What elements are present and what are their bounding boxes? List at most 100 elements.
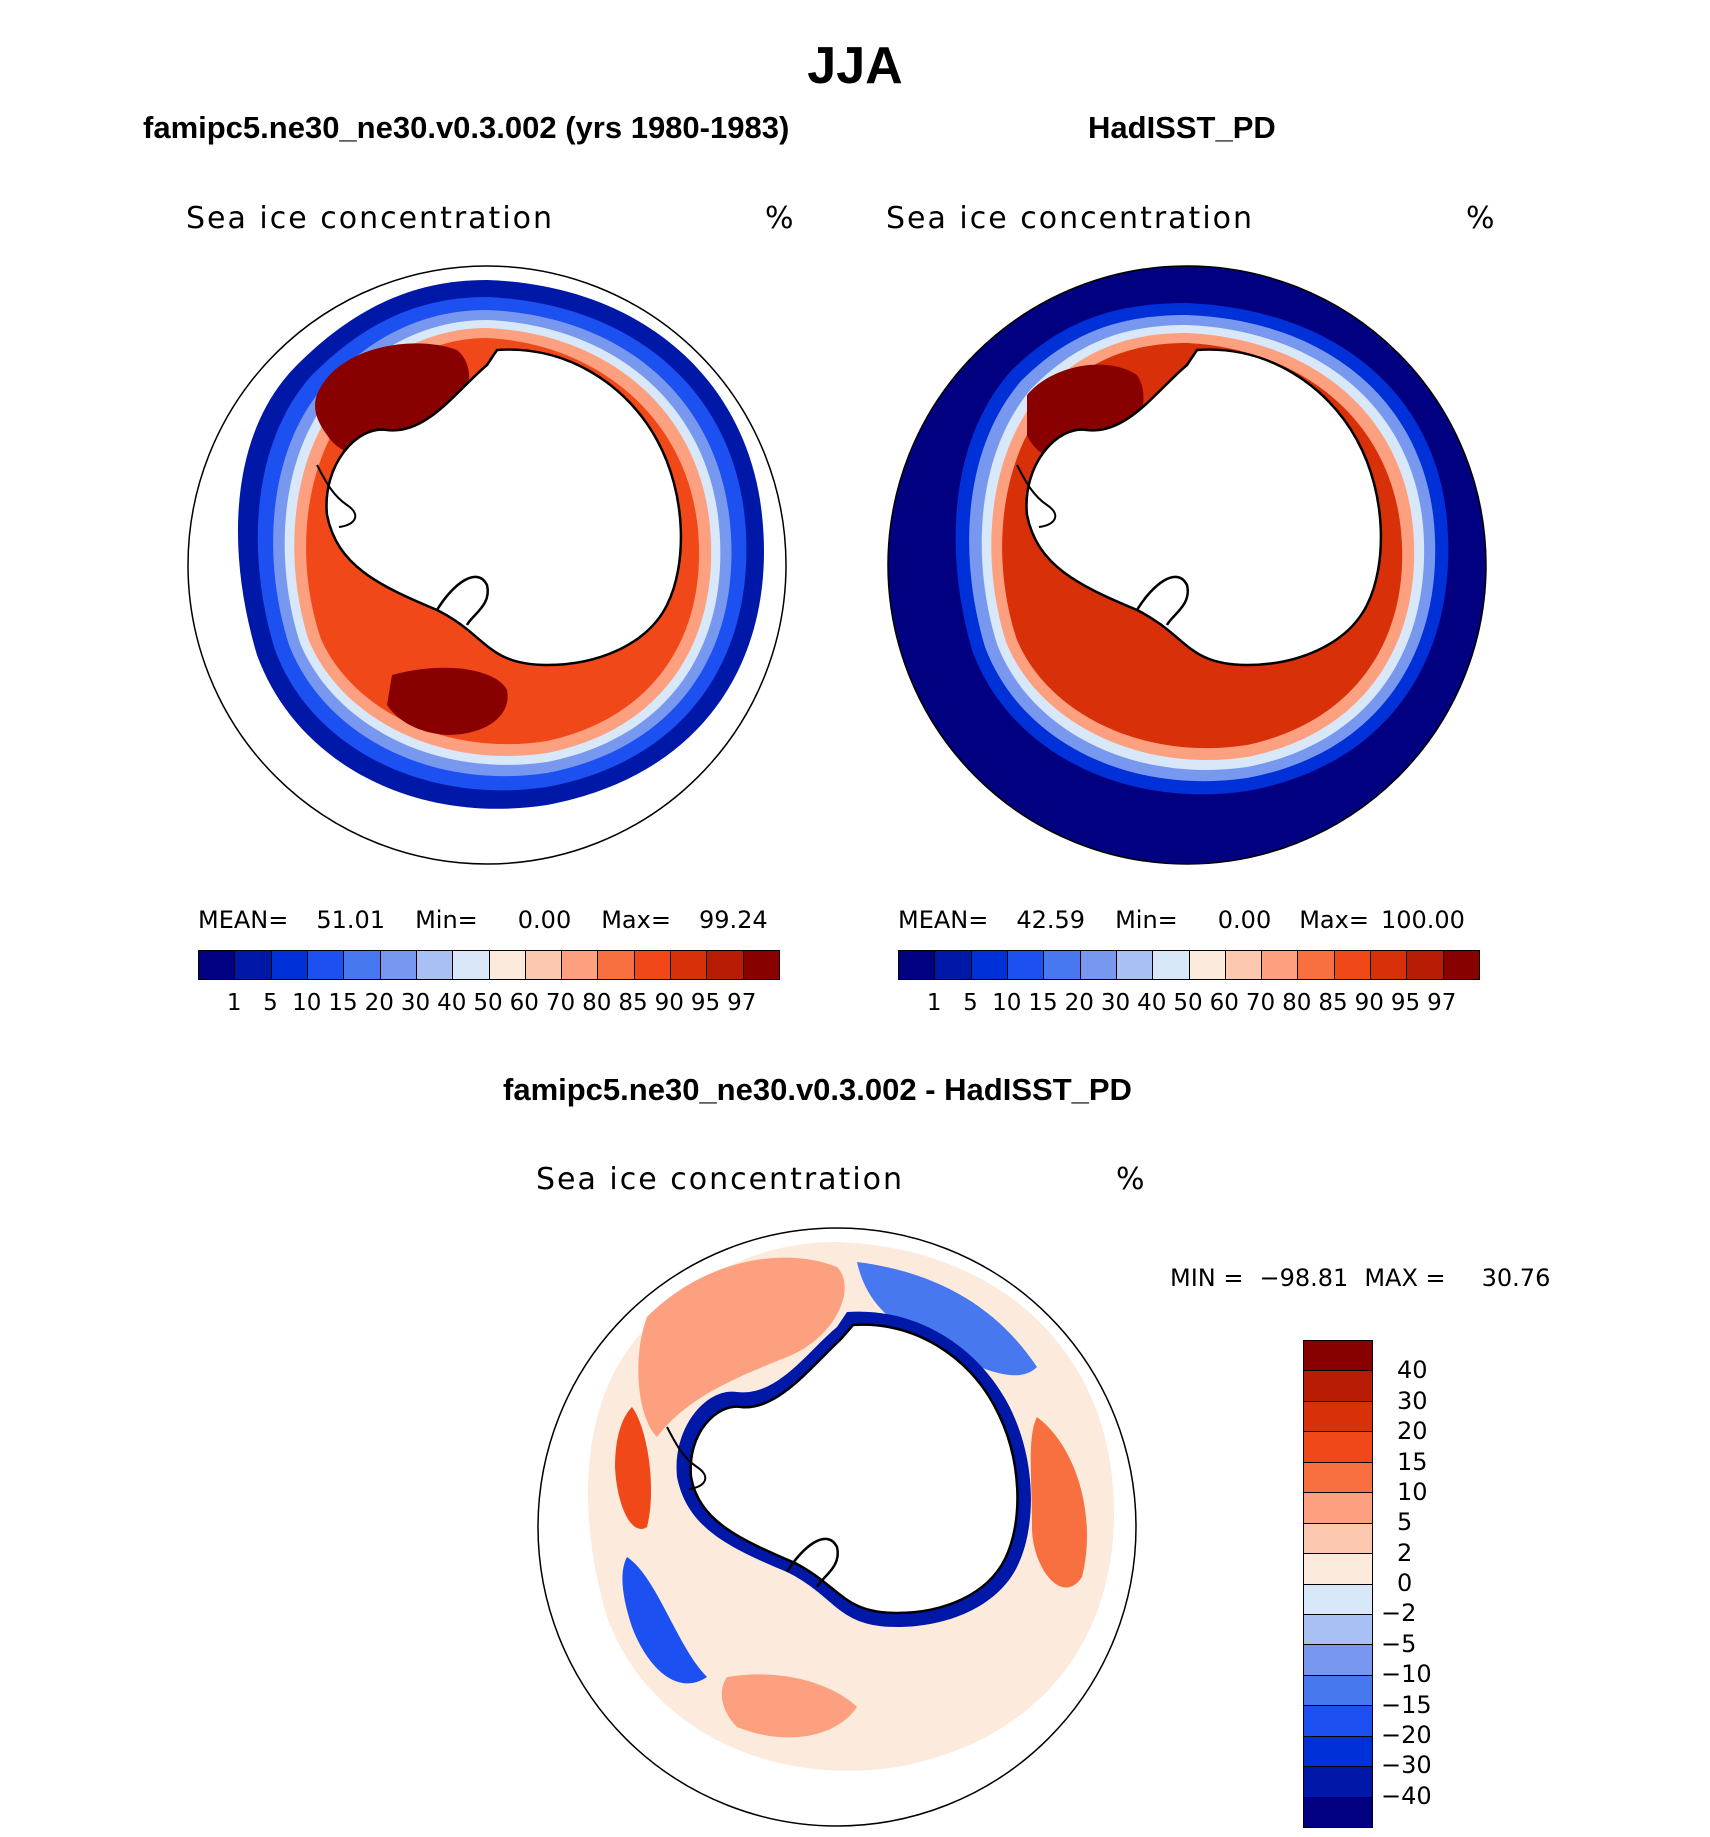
top-right-colorbar-color-box — [935, 951, 972, 979]
top-right-colorbar-tick-label: 70 — [1245, 990, 1276, 1016]
top-left-colorbar-color-box — [307, 951, 345, 979]
difference-colorbar-tick-label: −40 — [1381, 1781, 1432, 1810]
top-right-colorbar-tick-label: 90 — [1354, 990, 1384, 1016]
difference-colorbar-color-box — [1304, 1797, 1372, 1827]
top-left-colorbar-color-box — [453, 951, 490, 979]
top-left-colorbar — [198, 950, 780, 980]
difference-colorbar-tick-label: −2 — [1381, 1599, 1417, 1628]
top-left-variable-label: Sea ice concentration — [186, 201, 555, 236]
top-right-colorbar-tick-label: 15 — [1028, 990, 1058, 1016]
mean-value: 42.59 — [1016, 906, 1086, 934]
difference-colorbar-color-box — [1304, 1341, 1372, 1372]
top-left-colorbar-color-box — [743, 951, 779, 979]
top-right-units-label: % — [1466, 201, 1497, 236]
difference-colorbar-tick-label: 5 — [1397, 1508, 1413, 1537]
difference-colorbar-color-box — [1304, 1645, 1372, 1676]
top-right-colorbar-tick-label: 60 — [1209, 990, 1239, 1016]
top-right-colorbar-tick-label: 10 — [992, 990, 1022, 1016]
top-left-colorbar-color-box — [562, 951, 599, 979]
top-right-colorbar-color-box — [1153, 951, 1190, 979]
bottom-units-label: % — [1116, 1162, 1147, 1197]
max-value: 99.24 — [698, 906, 768, 934]
top-right-colorbar-color-box — [1407, 951, 1444, 979]
difference-colorbar-color-box — [1304, 1584, 1372, 1615]
top-left-colorbar-color-box — [344, 951, 381, 979]
difference-colorbar-tick-label: 2 — [1397, 1538, 1413, 1567]
top-left-colorbar-tick-label: 97 — [727, 990, 757, 1016]
difference-colorbar-color-box — [1304, 1554, 1372, 1585]
bottom-variable-label: Sea ice concentration — [536, 1162, 905, 1197]
max-label: Max= — [1299, 906, 1369, 934]
top-left-colorbar-color-box — [671, 951, 708, 979]
top-right-colorbar-color-box — [1080, 951, 1117, 979]
top-right-colorbar-tick-label: 80 — [1282, 990, 1312, 1016]
difference-colorbar-color-box — [1304, 1493, 1372, 1524]
min-label: MIN = — [1170, 1264, 1244, 1292]
top-right-colorbar-color-box — [1334, 951, 1372, 979]
difference-colorbar-color-box — [1304, 1767, 1372, 1798]
top-right-colorbar-color-box — [1044, 951, 1081, 979]
min-value: 0.00 — [517, 906, 572, 934]
difference-colorbar-color-box — [1304, 1523, 1372, 1555]
difference-colorbar-color-box — [1304, 1401, 1372, 1433]
mean-value: 51.01 — [316, 906, 386, 934]
difference-colorbar-tick-label: 40 — [1397, 1356, 1428, 1385]
min-label: Min= — [1115, 906, 1178, 934]
difference-colorbar-color-box — [1304, 1462, 1372, 1494]
top-left-colorbar-tick-label: 30 — [400, 990, 431, 1016]
top-left-colorbar-color-box — [598, 951, 635, 979]
bottom-panel-title: famipc5.ne30_ne30.v0.3.002 - HadISST_PD — [503, 1072, 1132, 1107]
difference-colorbar-color-box — [1304, 1675, 1372, 1707]
top-left-colorbar-tick-label: 90 — [654, 990, 684, 1016]
top-right-polar-map — [887, 265, 1487, 865]
difference-colorbar-tick-label: 0 — [1397, 1569, 1413, 1597]
max-label: Max= — [601, 906, 671, 934]
top-left-colorbar-tick-label: 95 — [690, 990, 721, 1016]
difference-colorbar-tick-label: −20 — [1381, 1720, 1432, 1749]
mean-label: MEAN= — [898, 906, 989, 934]
top-left-colorbar-tick-label: 20 — [364, 990, 394, 1016]
difference-colorbar-color-box — [1304, 1432, 1372, 1463]
top-right-colorbar-color-box — [1007, 951, 1045, 979]
top-right-colorbar-color-box — [971, 951, 1008, 979]
difference-colorbar-color-box — [1304, 1371, 1372, 1402]
top-right-colorbar-tick-label: 1 — [926, 990, 942, 1016]
top-right-panel-title: HadISST_PD — [1088, 110, 1276, 145]
min-value: −98.81 — [1259, 1264, 1349, 1292]
top-left-colorbar-ticks: 1 5 10 15 20 30 40 50 60 70 80 85 90 95 97 — [198, 990, 778, 1020]
difference-polar-map — [537, 1227, 1137, 1827]
top-left-colorbar-color-box — [380, 951, 417, 979]
top-left-colorbar-tick-label: 40 — [437, 990, 467, 1016]
top-right-colorbar-ticks: 1 5 10 15 20 30 40 50 60 70 80 85 90 95 97 — [898, 990, 1478, 1020]
top-left-colorbar-tick-label: 85 — [618, 990, 648, 1016]
top-left-colorbar-color-box — [707, 951, 744, 979]
top-right-colorbar-color-box — [1443, 951, 1479, 979]
top-right-variable-label: Sea ice concentration — [886, 201, 1255, 236]
difference-colorbar-tick-label: −15 — [1381, 1690, 1432, 1719]
difference-colorbar-color-box — [1304, 1614, 1372, 1646]
top-left-colorbar-color-box — [634, 951, 672, 979]
top-left-colorbar-color-box — [416, 951, 454, 979]
top-right-colorbar-color-box — [1189, 951, 1226, 979]
top-right-colorbar-color-box — [1262, 951, 1299, 979]
top-left-colorbar-tick-label: 50 — [473, 990, 503, 1016]
max-label: MAX = — [1364, 1264, 1446, 1292]
top-left-colorbar-tick-label: 15 — [328, 990, 358, 1016]
top-right-colorbar-tick-label: 95 — [1390, 990, 1421, 1016]
top-left-colorbar-color-box — [525, 951, 563, 979]
top-right-colorbar-color-box — [1298, 951, 1335, 979]
min-label: Min= — [415, 906, 478, 934]
difference-colorbar-color-box — [1304, 1736, 1372, 1768]
difference-colorbar-tick-label: 10 — [1397, 1477, 1428, 1506]
top-left-colorbar-color-box — [199, 951, 236, 979]
difference-colorbar-tick-label: −5 — [1381, 1629, 1417, 1658]
top-right-stats: MEAN= 42.59 Min= 0.00 Max= 100.00 — [898, 906, 1465, 934]
top-left-colorbar-color-box — [271, 951, 308, 979]
difference-colorbar-tick-label: −10 — [1381, 1660, 1432, 1689]
difference-colorbar — [1303, 1340, 1373, 1828]
top-right-colorbar-color-box — [1116, 951, 1154, 979]
top-left-colorbar-color-box — [489, 951, 526, 979]
max-value: 100.00 — [1380, 906, 1465, 934]
top-right-colorbar-color-box — [1225, 951, 1263, 979]
difference-colorbar-ticks: 40 30 20 15 10 5 2 0 −2 −5 −10 −15 −20 −30 −40 — [1381, 1340, 1465, 1826]
